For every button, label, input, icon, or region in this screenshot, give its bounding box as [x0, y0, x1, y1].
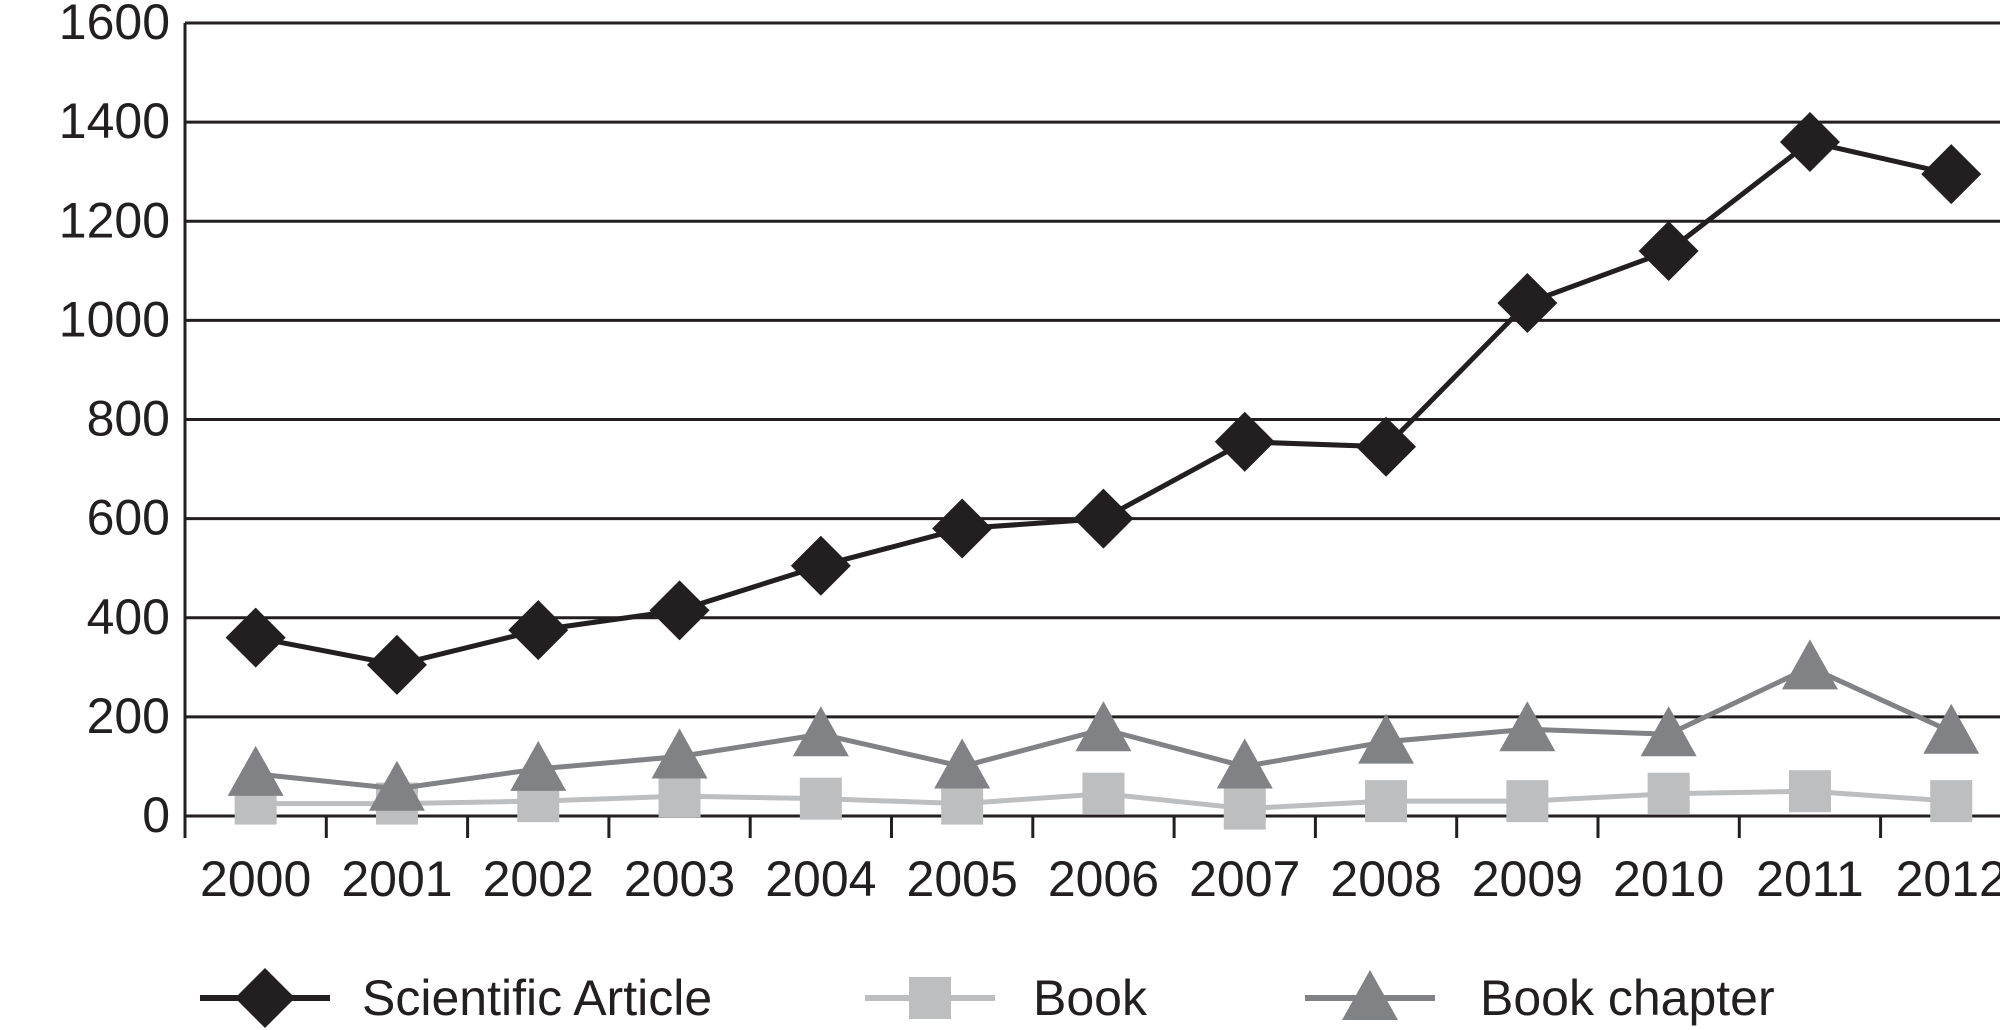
y-tick-label: 1000: [59, 291, 170, 347]
y-tick-label: 0: [142, 787, 170, 843]
x-tick-label: 2003: [624, 851, 735, 907]
data-point-square: [1647, 772, 1690, 815]
data-point-triangle: [1499, 701, 1556, 752]
data-point-triangle: [1781, 639, 1838, 690]
y-tick-label: 200: [87, 688, 170, 744]
x-tick-label: 2001: [341, 851, 452, 907]
x-tick-label: 2000: [200, 851, 311, 907]
data-point-diamond: [932, 498, 993, 559]
x-tick-label: 2004: [765, 851, 876, 907]
x-tick-label: 2012: [1896, 851, 2000, 907]
x-tick-label: 2010: [1613, 851, 1724, 907]
x-tick-label: 2008: [1330, 851, 1441, 907]
data-point-triangle: [1640, 706, 1697, 757]
legend-item: Book chapter: [1305, 970, 1775, 1026]
y-tick-label: 1400: [59, 93, 170, 149]
data-point-square: [1082, 772, 1125, 815]
data-point-diamond: [1356, 416, 1417, 477]
data-point-square: [1365, 780, 1408, 823]
legend-marker-square: [909, 977, 951, 1019]
data-point-triangle: [934, 738, 991, 789]
data-point-square: [1788, 770, 1831, 813]
x-tick-label: 2006: [1048, 851, 1159, 907]
y-gridlines: [185, 21, 2000, 719]
legend-label: Scientific Article: [362, 970, 712, 1026]
legend-label: Book chapter: [1480, 970, 1775, 1026]
data-point-square: [1223, 787, 1266, 830]
x-tick-label: 2009: [1472, 851, 1583, 907]
y-tick-label: 1600: [59, 0, 170, 50]
data-point-triangle: [1075, 701, 1132, 752]
legend-marker-triangle: [1342, 970, 1398, 1020]
x-tick-label: 2005: [907, 851, 1018, 907]
data-point-diamond: [366, 634, 427, 695]
y-tick-label: 800: [87, 391, 170, 447]
data-point-square: [1506, 780, 1549, 823]
legend-item: Book: [865, 970, 1148, 1026]
y-tick-label: 1200: [59, 192, 170, 248]
data-point-triangle: [792, 706, 849, 757]
data-point-triangle: [651, 728, 708, 779]
y-tick-label: 600: [87, 490, 170, 546]
data-point-diamond: [1921, 144, 1982, 205]
series-scientific-article: [225, 111, 1982, 695]
data-point-diamond: [225, 607, 286, 668]
legend-marker-diamond: [235, 968, 295, 1028]
data-point-triangle: [510, 740, 567, 791]
data-point-diamond: [790, 535, 851, 596]
series-book: [234, 770, 1973, 830]
legend-label: Book: [1033, 970, 1148, 1026]
legend-item: Scientific Article: [200, 968, 712, 1028]
data-point-diamond: [1638, 220, 1699, 281]
data-point-square: [1930, 780, 1973, 823]
data-point-diamond: [1214, 411, 1275, 472]
legend: Scientific Article Book Book chapter: [200, 968, 1775, 1028]
data-point-diamond: [1497, 273, 1558, 334]
data-point-square: [941, 782, 984, 825]
data-point-triangle: [227, 745, 284, 796]
x-tick-label: 2002: [483, 851, 594, 907]
data-point-triangle: [1358, 713, 1415, 764]
data-point-triangle: [1216, 738, 1273, 789]
data-point-square: [799, 777, 842, 820]
data-point-diamond: [1779, 111, 1840, 172]
series-book-chapter: [227, 639, 1980, 811]
data-point-triangle: [368, 760, 425, 811]
data-point-diamond: [508, 600, 569, 661]
data-point-triangle: [1923, 703, 1980, 754]
x-tick-label: 2007: [1189, 851, 1300, 907]
x-tick-label: 2011: [1756, 851, 1864, 907]
data-point-square: [658, 775, 701, 818]
data-point-diamond: [1073, 488, 1134, 549]
data-point-diamond: [649, 580, 710, 641]
y-tick-label: 400: [87, 589, 170, 645]
